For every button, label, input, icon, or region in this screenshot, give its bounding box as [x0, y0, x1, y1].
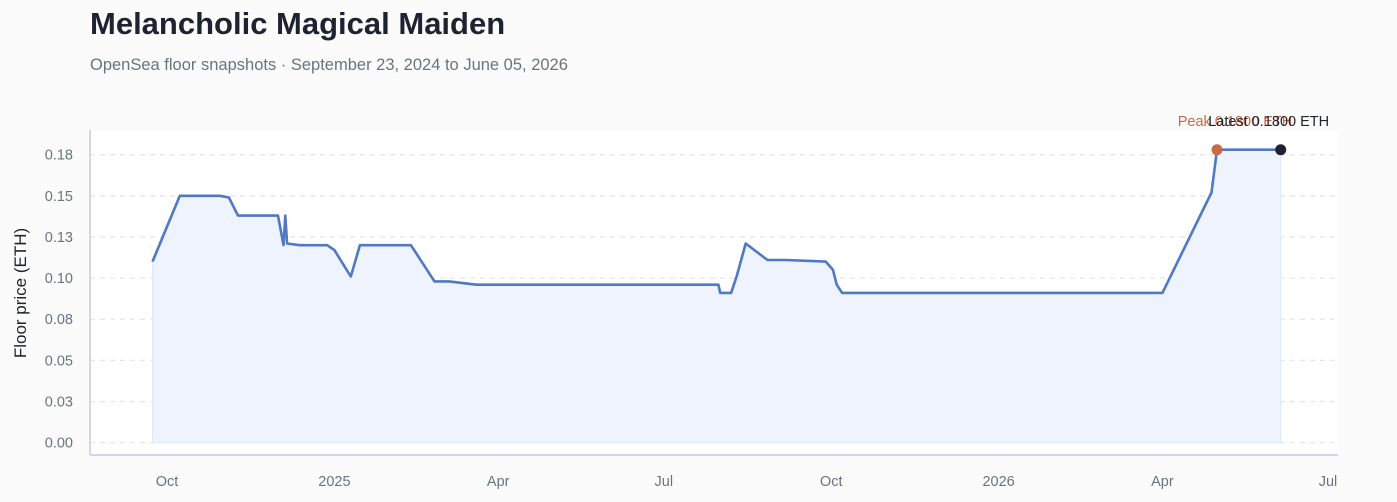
y-tick-label: 0.05 — [45, 353, 73, 369]
latest-marker — [1275, 144, 1287, 156]
y-tick-label: 0.18 — [45, 148, 73, 164]
y-tick-label: 0.15 — [45, 189, 73, 205]
x-tick-label: 2025 — [318, 474, 350, 490]
y-tick-label: 0.03 — [45, 395, 73, 411]
peak-label: Peak 0.1800 ETH — [1178, 114, 1292, 130]
y-tick-label: 0.13 — [45, 230, 73, 246]
x-tick-label: Jul — [1319, 474, 1338, 490]
y-tick-label: 0.00 — [45, 436, 73, 452]
series-line — [151, 148, 1281, 295]
x-tick-label: 2026 — [982, 474, 1014, 490]
y-tick-label: 0.10 — [45, 271, 73, 287]
y-axis-label: Floor price (ETH) — [11, 228, 30, 358]
y-axis-ticks: 0.00 0.03 0.05 0.08 0.10 0.13 0.15 0.18 — [45, 148, 73, 452]
chart-subtitle: OpenSea floor snapshots · September 23, … — [90, 56, 568, 74]
latest-label: Latest 0.1800 ETH — [1208, 114, 1329, 130]
y-tick-label: 0.08 — [45, 312, 73, 328]
x-tick-label: Oct — [820, 474, 843, 490]
x-tick-label: Oct — [156, 474, 179, 490]
x-tick-label: Apr — [487, 474, 510, 490]
x-tick-label: Jul — [655, 474, 674, 490]
x-axis-ticks: Oct 2025 Apr Jul Oct 2026 Apr Jul — [156, 474, 1338, 490]
chart-title: Melancholic Magical Maiden — [90, 6, 506, 41]
peak-marker — [1211, 144, 1223, 156]
x-tick-label: Apr — [1151, 474, 1174, 490]
